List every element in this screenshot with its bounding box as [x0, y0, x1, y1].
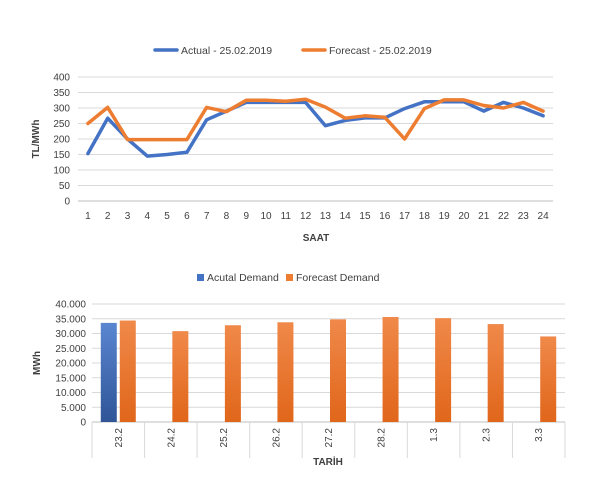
- price-x-tick-label: 17: [399, 211, 411, 222]
- demand-chart-bars: [100, 316, 557, 422]
- price-y-tick-label: 300: [53, 104, 70, 115]
- price-y-tick-label: 350: [53, 88, 70, 99]
- price-x-tick-label: 9: [243, 211, 249, 222]
- forecast-demand-bar: [487, 324, 504, 422]
- price-y-tick-label: 400: [53, 73, 70, 84]
- price-y-tick-label: 250: [53, 119, 70, 130]
- price-x-tick-label: 4: [144, 211, 150, 222]
- price-chart-y-ticks: 0 50 100 150 200 250 300 350 400: [53, 73, 70, 208]
- actual-price-line: [86, 100, 545, 158]
- demand-x-tick-label: 27.2: [324, 428, 335, 448]
- demand-legend-label: Acutal Demand: [207, 272, 279, 284]
- demand-y-tick-label: 15.000: [55, 373, 86, 384]
- demand-x-tick-label: 2.3: [482, 428, 493, 442]
- price-x-tick-label: 3: [125, 211, 131, 222]
- forecast-demand-bar: [382, 316, 399, 422]
- forecast-demand-bar: [277, 322, 294, 422]
- price-x-tick-label: 14: [340, 211, 352, 222]
- price-x-tick-label: 13: [320, 211, 332, 222]
- price-x-tick-label: 21: [478, 211, 490, 222]
- price-chart-x-ticks: 1 2 3 4 5 6 7 8 9 10 11 12 13 14 15 16 17 18 19 20 21 22 23 24: [85, 211, 549, 222]
- price-line-chart: Actual - 25.02.2019 Forecast - 25.02.2019…: [31, 45, 553, 244]
- price-x-tick-label: 6: [184, 211, 190, 222]
- price-x-tick-label: 5: [164, 211, 170, 222]
- price-legend-label: Actual - 25.02.2019: [181, 45, 272, 57]
- price-x-tick-label: 12: [300, 211, 312, 222]
- price-x-tick-label: 18: [419, 211, 431, 222]
- demand-legend-swatch: [197, 274, 204, 281]
- price-x-tick-label: 11: [281, 211, 292, 222]
- price-y-tick-label: 50: [59, 181, 71, 192]
- demand-chart-y-ticks: 0 5.000 10.000 15.000 20.000 25.000 30.000 35.0…: [55, 300, 86, 429]
- forecast-demand-bar: [224, 325, 241, 422]
- demand-chart-x-axis-title: TARİH: [313, 455, 343, 468]
- price-x-tick-label: 24: [538, 211, 550, 222]
- forecast-demand-bar: [330, 319, 346, 422]
- demand-y-tick-label: 25.000: [55, 344, 86, 355]
- demand-x-tick-label: 28.2: [377, 428, 388, 448]
- price-x-tick-label: 10: [260, 211, 272, 222]
- price-x-tick-label: 7: [204, 211, 210, 222]
- price-chart-x-axis-title: SAAT: [303, 233, 329, 244]
- price-y-tick-label: 0: [64, 197, 70, 208]
- price-legend-label: Forecast - 25.02.2019: [329, 45, 432, 57]
- forecast-demand-bar: [119, 320, 136, 422]
- demand-y-tick-label: 0: [80, 418, 86, 429]
- forecast-price-line: [86, 97, 545, 142]
- price-y-tick-label: 200: [53, 135, 70, 146]
- price-x-tick-label: 8: [224, 211, 230, 222]
- demand-y-tick-label: 5.000: [61, 403, 86, 414]
- demand-y-tick-label: 40.000: [55, 300, 86, 311]
- demand-x-tick-label: 3.3: [534, 428, 545, 442]
- actual-demand-bar: [100, 322, 117, 422]
- price-y-tick-label: 100: [53, 166, 70, 177]
- demand-chart-legend: Acutal Demand Forecast Demand: [197, 272, 380, 284]
- demand-y-tick-label: 30.000: [55, 329, 86, 340]
- demand-y-tick-label: 10.000: [55, 388, 86, 399]
- demand-x-tick-label: 26.2: [271, 428, 282, 448]
- demand-y-tick-label: 35.000: [55, 314, 86, 325]
- demand-x-tick-label: 24.2: [166, 428, 177, 448]
- price-chart-series: [86, 97, 545, 158]
- demand-y-tick-label: 20.000: [55, 359, 86, 370]
- price-x-tick-label: 1: [85, 211, 91, 222]
- demand-chart-x-ticks: 23.2 24.2 25.2 26.2 27.2 28.2 1.3 2.3 3.3: [114, 428, 545, 448]
- demand-x-tick-label: 23.2: [114, 428, 125, 448]
- price-x-tick-label: 23: [518, 211, 530, 222]
- forecast-demand-bar: [540, 336, 557, 422]
- price-x-tick-label: 16: [379, 211, 391, 222]
- price-y-tick-label: 150: [53, 150, 70, 161]
- demand-chart-y-axis-title: MWh: [32, 351, 43, 375]
- price-x-tick-label: 22: [498, 211, 510, 222]
- price-x-tick-label: 2: [105, 211, 111, 222]
- demand-bar-chart: Acutal Demand Forecast Demand 0 5.000 10.00…: [32, 272, 566, 468]
- demand-x-tick-label: 1.3: [429, 428, 440, 442]
- price-chart-legend: Actual - 25.02.2019 Forecast - 25.02.2019: [153, 45, 432, 57]
- price-chart-y-axis-title: TL/MWh: [31, 120, 42, 159]
- demand-chart-gridlines: [91, 303, 566, 458]
- forecast-demand-bar: [172, 331, 189, 422]
- demand-legend-swatch: [286, 274, 293, 281]
- forecast-demand-bar: [435, 318, 452, 422]
- demand-legend-label: Forecast Demand: [296, 272, 380, 284]
- price-x-tick-label: 15: [359, 211, 371, 222]
- demand-x-tick-label: 25.2: [219, 428, 230, 448]
- price-x-tick-label: 19: [439, 211, 451, 222]
- price-x-tick-label: 20: [458, 211, 470, 222]
